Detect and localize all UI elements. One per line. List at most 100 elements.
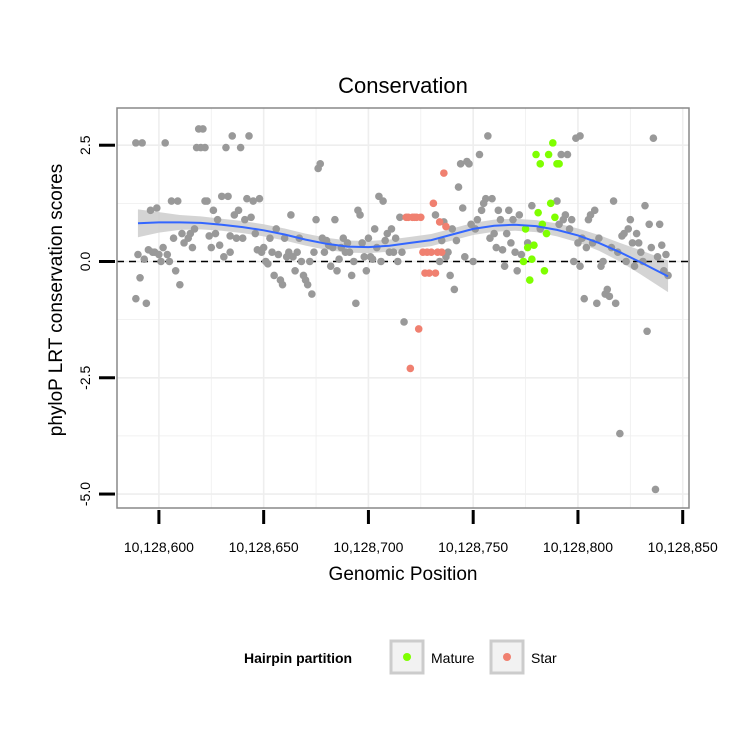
point-other-2: [134, 250, 142, 259]
point-other-42: [217, 192, 226, 201]
point-other-226: [657, 241, 666, 250]
point-other-206: [616, 429, 624, 438]
point-other-186: [576, 132, 584, 140]
point-other-132: [435, 257, 444, 266]
point-other-4: [138, 139, 146, 147]
point-other-224: [653, 253, 662, 261]
point-star-12: [427, 248, 436, 256]
point-other-86: [308, 290, 316, 298]
legend-dot-star: [503, 653, 511, 661]
point-mature-6: [532, 150, 540, 159]
point-other-66: [266, 234, 274, 243]
point-other-157: [488, 194, 496, 203]
point-other-200: [603, 285, 612, 294]
point-other-179: [561, 211, 570, 219]
point-other-3: [136, 273, 144, 282]
point-other-106: [349, 257, 358, 266]
point-other-113: [364, 234, 373, 243]
series-other: [132, 125, 672, 494]
point-other-225: [655, 220, 664, 229]
point-other-63: [259, 243, 268, 252]
plot-panel-border: [116, 107, 690, 509]
point-other-164: [502, 229, 511, 238]
point-other-50: [232, 234, 241, 243]
point-star-13: [429, 199, 438, 208]
point-other-110: [358, 239, 366, 247]
point-other-70: [274, 250, 283, 259]
x-axis-title: Genomic Position: [329, 564, 478, 585]
point-other-51: [234, 206, 243, 215]
point-other-19: [169, 234, 178, 243]
point-other-67: [268, 248, 276, 256]
point-other-35: [203, 197, 211, 205]
x-tick-label-3: 10,128,750: [438, 539, 508, 555]
point-other-0: [132, 294, 140, 303]
plot-panel: [117, 108, 689, 508]
point-other-159: [492, 243, 501, 252]
point-other-198: [599, 257, 607, 266]
point-mature-8: [536, 160, 545, 168]
point-other-143: [458, 204, 467, 212]
point-other-41: [215, 241, 224, 250]
point-other-98: [333, 266, 341, 275]
point-other-5: [140, 255, 149, 263]
point-other-221: [647, 243, 656, 252]
point-other-104: [345, 248, 354, 256]
point-other-116: [370, 225, 379, 233]
point-other-95: [326, 262, 335, 270]
point-other-1: [132, 139, 140, 147]
point-mature-14: [549, 139, 557, 147]
point-mature-17: [555, 160, 563, 168]
point-other-68: [270, 271, 278, 280]
point-other-154: [481, 194, 490, 203]
point-other-28: [190, 225, 199, 233]
point-other-169: [513, 266, 521, 275]
point-other-61: [255, 194, 264, 203]
point-other-139: [450, 285, 459, 294]
point-other-144: [461, 253, 469, 261]
y-tick-label-2: -2.5: [77, 365, 93, 389]
point-other-39: [211, 229, 220, 238]
point-other-211: [626, 215, 635, 224]
point-mature-15: [551, 213, 559, 222]
point-other-160: [494, 206, 503, 215]
point-other-20: [171, 266, 180, 275]
point-star-16: [435, 218, 444, 226]
confidence-ribbon-layer: [137, 209, 669, 293]
point-other-209: [622, 257, 630, 266]
point-other-203: [609, 197, 618, 205]
point-other-196: [595, 234, 603, 243]
series-mature: [519, 139, 563, 284]
point-other-52: [236, 143, 245, 152]
point-mature-5: [530, 241, 538, 250]
point-other-85: [305, 257, 314, 266]
point-other-170: [515, 211, 524, 219]
point-other-111: [360, 253, 369, 261]
point-other-13: [157, 257, 165, 266]
point-other-161: [496, 215, 505, 224]
point-other-155: [484, 132, 492, 140]
point-other-220: [645, 220, 653, 229]
point-other-201: [605, 292, 614, 301]
point-other-46: [226, 248, 234, 256]
y-axis: 2.5 0.0 -2.5 -5.0: [77, 135, 115, 506]
point-other-55: [243, 194, 251, 203]
point-other-45: [224, 192, 232, 201]
point-other-162: [498, 246, 507, 254]
point-other-36: [205, 232, 213, 240]
point-other-129: [398, 248, 406, 256]
legend-dot-mature: [403, 653, 411, 661]
point-other-204: [611, 299, 620, 308]
point-other-210: [624, 225, 633, 233]
point-other-65: [264, 260, 272, 268]
point-other-11: [153, 204, 161, 212]
point-other-120: [379, 197, 387, 205]
point-other-222: [649, 134, 658, 143]
point-other-48: [228, 132, 237, 140]
point-other-152: [477, 206, 486, 215]
point-other-76: [287, 211, 295, 219]
point-mature-13: [546, 199, 555, 208]
point-other-173: [528, 201, 536, 210]
point-other-177: [557, 150, 565, 159]
point-mature-3: [525, 276, 534, 284]
